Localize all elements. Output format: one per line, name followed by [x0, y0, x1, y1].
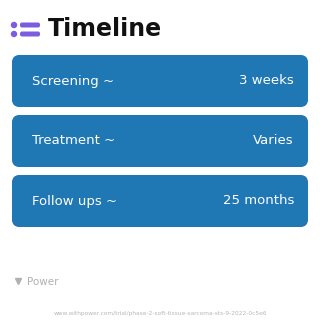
Text: 3 weeks: 3 weeks [239, 75, 294, 88]
Text: Power: Power [27, 277, 59, 287]
FancyBboxPatch shape [12, 115, 308, 167]
Circle shape [12, 31, 17, 37]
Text: www.withpower.com/trial/phase-2-soft-tissue-sarcoma-sts-9-2022-0c5e6: www.withpower.com/trial/phase-2-soft-tis… [53, 311, 267, 316]
Text: Screening ~: Screening ~ [32, 75, 114, 88]
Text: Varies: Varies [253, 134, 294, 147]
Text: Follow ups ~: Follow ups ~ [32, 195, 117, 208]
FancyBboxPatch shape [20, 23, 40, 27]
FancyBboxPatch shape [20, 31, 40, 37]
FancyBboxPatch shape [12, 55, 308, 107]
Text: Timeline: Timeline [48, 18, 162, 42]
Text: 25 months: 25 months [223, 195, 294, 208]
Text: Treatment ~: Treatment ~ [32, 134, 115, 147]
Circle shape [12, 23, 17, 27]
FancyBboxPatch shape [12, 175, 308, 227]
